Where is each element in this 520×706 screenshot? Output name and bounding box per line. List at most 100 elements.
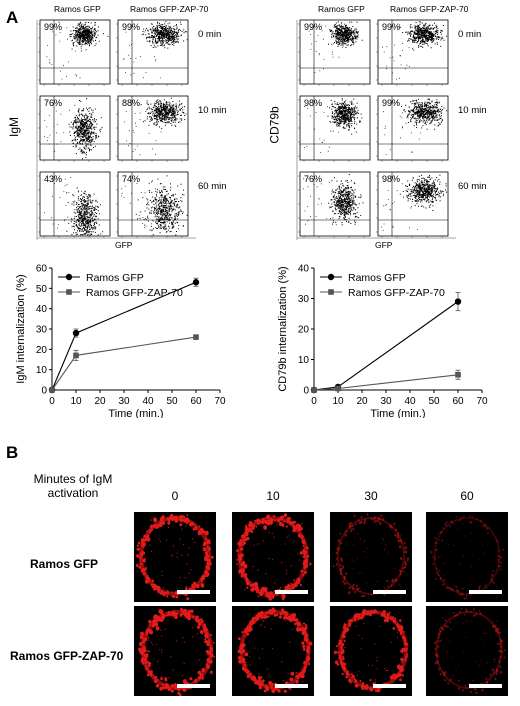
time-label: 0 min [458, 29, 481, 40]
scale-bar [469, 684, 502, 688]
data-point [72, 329, 80, 337]
membrane-puncta [332, 513, 410, 598]
flow-cd79b-plot-r0c1: 99% 0 min [376, 19, 481, 86]
membrane-ring [337, 517, 405, 595]
membrane-puncta [237, 607, 313, 693]
cell-membrane [138, 608, 216, 696]
x-tick-label: 70 [476, 396, 488, 407]
event-dots [44, 98, 103, 160]
x-tick-label: 20 [356, 396, 368, 407]
time-label-10: 10 [266, 489, 280, 503]
x-tick-label: 30 [118, 396, 130, 407]
flow-igm-ylabel: IgM [7, 116, 22, 138]
flow-cd79b-plot-r0c0: 99% [298, 19, 371, 86]
legend-marker [65, 273, 73, 281]
data-point [454, 298, 462, 305]
x-tick-label: 60 [190, 396, 202, 407]
flow-plot-frame [299, 95, 371, 161]
flow-cd79b-plots: 99% 99% 0 min 98% 99% 10 min 76% 98% 60 min [296, 19, 487, 240]
data-point [49, 387, 55, 393]
x-tick-label: 60 [452, 396, 464, 407]
series-line-1 [51, 336, 197, 391]
gate-percentage: 99% [382, 98, 400, 108]
flow-igm-plot-r0c0: 99% [38, 19, 111, 86]
time-label-0: 0 [171, 489, 179, 503]
event-dots [308, 21, 363, 73]
legend-marker [66, 289, 72, 295]
flow-igm-plot-r2c0: 43% [38, 171, 111, 238]
flow-igm-block: Ramos GFP Ramos GFP-ZAP-70 IgM GFP 99% 99… [0, 0, 260, 250]
flow-plot-frame [117, 171, 189, 237]
flow-plot-frame [299, 171, 371, 237]
flow-igm-xlabel: GFP [115, 240, 133, 250]
scale-bar [469, 590, 502, 594]
y-tick-label: 20 [36, 345, 48, 356]
time-label: 0 min [198, 29, 221, 40]
microscopy-cell-r0c0 [134, 512, 216, 602]
flow-cd79b-plot-r2c0: 76% [298, 171, 371, 238]
x-axis-label: Time (min.) [370, 408, 425, 418]
event-dots [121, 175, 188, 236]
panel-a-label: A [6, 8, 19, 27]
flow-plot-frame [39, 171, 111, 237]
cell-membrane [332, 513, 410, 598]
x-axis-label: Time (min.) [108, 408, 163, 418]
membrane-puncta [433, 607, 506, 694]
cell-membrane [430, 515, 505, 600]
data-point [193, 334, 199, 340]
cell-membrane [237, 607, 313, 693]
flow-igm-col-label-1: Ramos GFP [54, 4, 101, 14]
flow-plot-frame [377, 171, 449, 237]
event-dots [303, 174, 364, 226]
flow-cd79b-xlabel: GFP [375, 240, 393, 250]
gate-percentage: 99% [122, 22, 140, 32]
row-label-ramos-gfp: Ramos GFP [30, 557, 99, 571]
gate-percentage: 99% [44, 22, 62, 32]
microscopy-cell-r0c3 [426, 512, 508, 602]
time-label-60: 60 [460, 489, 474, 503]
panel-b-header-line1: Minutes of IgM [33, 472, 113, 486]
microscopy-cell-r0c2 [330, 512, 412, 602]
gate-percentage: 76% [304, 174, 322, 184]
gate-percentage: 98% [382, 174, 400, 184]
x-tick-label: 40 [142, 396, 154, 407]
scale-bar [275, 684, 308, 688]
microscopy-cell-r1c0 [134, 606, 216, 696]
y-tick-label: 10 [36, 365, 48, 376]
time-label-30: 30 [364, 489, 378, 503]
legend-label: Ramos GFP-ZAP-70 [348, 287, 445, 299]
gate-percentage: 74% [122, 174, 140, 184]
x-tick-label: 40 [404, 396, 416, 407]
y-axis-label: CD79b internalization (%) [277, 266, 289, 391]
event-dots [382, 21, 448, 80]
cell-membrane [136, 513, 214, 601]
legend-label: Ramos GFP-ZAP-70 [86, 287, 183, 299]
scale-bar [373, 684, 406, 688]
flow-cd79b-ylabel: CD79b [267, 106, 282, 144]
flow-igm-plot-r0c1: 99% 0 min [116, 19, 221, 86]
gate-percentage: 99% [382, 22, 400, 32]
flow-igm-plots: 99% 99% 0 min 76% 88% 10 min 43% 74% 60 min [36, 19, 227, 240]
membrane-puncta [138, 608, 216, 696]
gate-percentage: 98% [304, 98, 322, 108]
scale-bar [177, 590, 210, 594]
igm-internalization-chart: 0 10 20 30 40 50 60 0 10 20 30 40 50 60 70 Time (min.) I… [15, 264, 226, 419]
y-tick-label: 30 [36, 325, 48, 336]
y-tick-label: 0 [41, 386, 47, 397]
y-tick-label: 30 [298, 294, 310, 305]
data-point [335, 385, 341, 392]
x-tick-label: 0 [311, 396, 317, 407]
panel-b-header-line2: activation [47, 486, 99, 500]
event-dots [46, 21, 109, 80]
time-label: 60 min [458, 181, 487, 192]
y-tick-label: 60 [36, 264, 48, 275]
membrane-ring [435, 611, 503, 689]
row-label-ramos-gfp-zap70: Ramos GFP-ZAP-70 [10, 649, 124, 663]
time-label: 10 min [458, 105, 487, 116]
x-tick-label: 20 [94, 396, 106, 407]
flow-cd79b-block: Ramos GFP Ramos GFP-ZAP-70 CD79b GFP 99%… [262, 0, 520, 250]
y-tick-label: 40 [298, 264, 310, 275]
flow-cd79b-plot-r1c0: 98% [298, 95, 371, 162]
flow-cd79b-plot-r1c1: 99% 10 min [376, 95, 487, 162]
x-tick-label: 0 [49, 396, 55, 407]
